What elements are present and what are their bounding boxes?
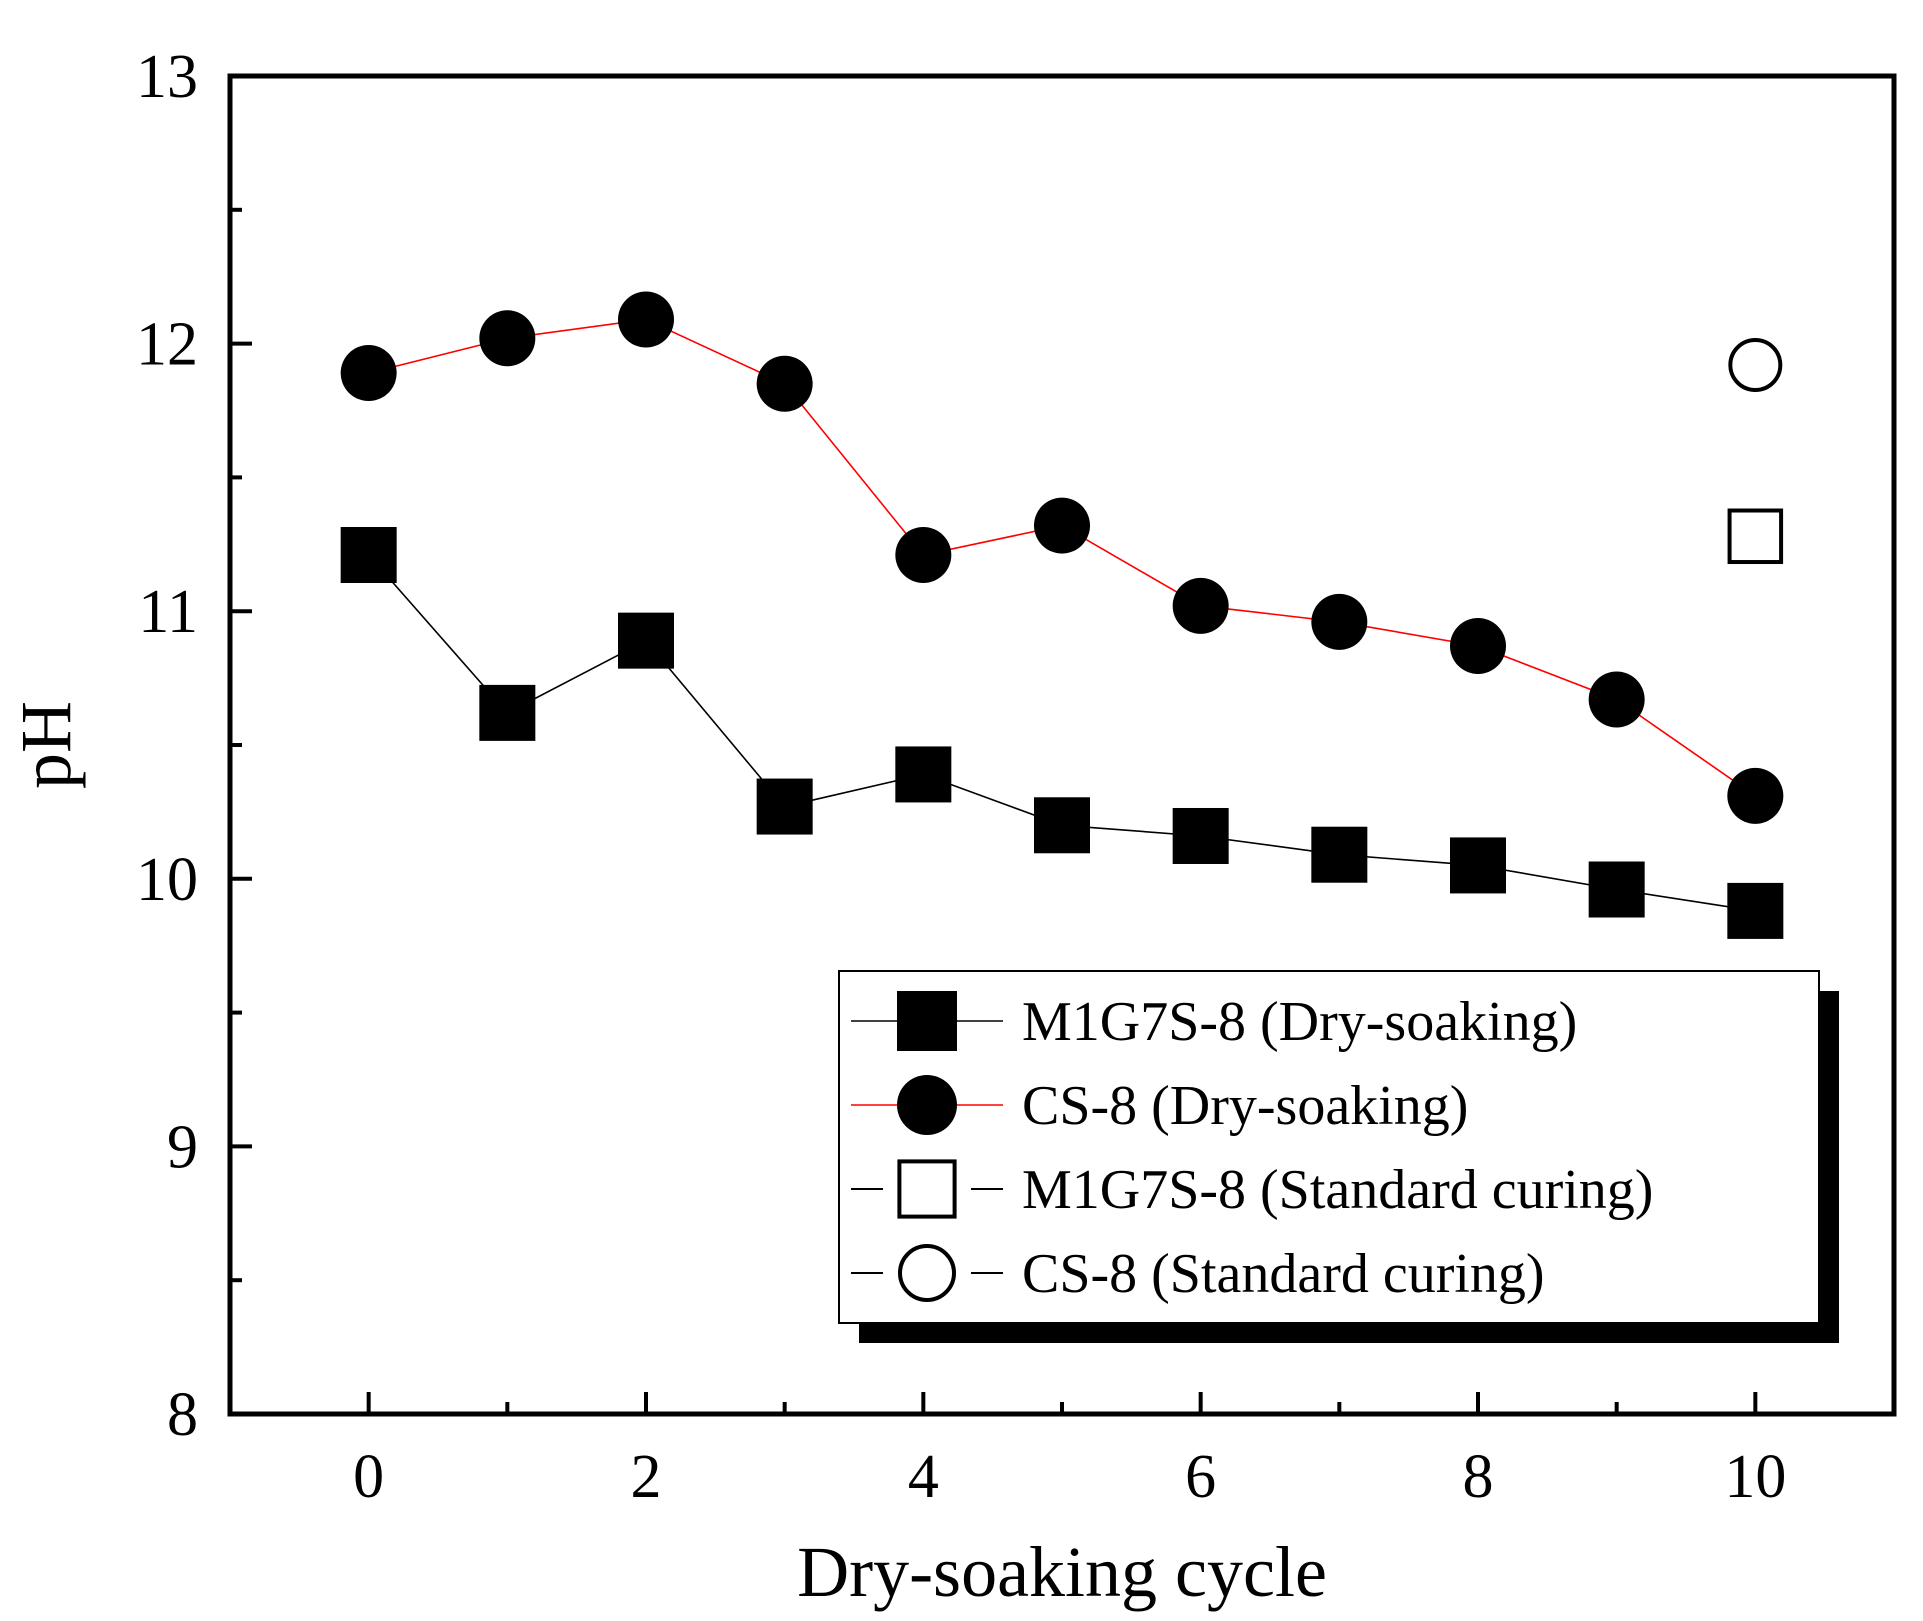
legend: M1G7S-8 (Dry-soaking) CS-8 (Dry-soaking) M… [838,970,1839,1343]
legend-marker [897,1159,957,1219]
legend-marker [898,1244,956,1302]
data-point-series-1 [1311,593,1368,650]
data-point-series-0 [618,612,674,669]
y-tick-label: 12 [136,311,198,379]
y-tick-label: 11 [138,578,198,646]
y-tick-label: 9 [167,1113,198,1181]
x-tick-label: 2 [631,1443,662,1511]
data-point-series-1 [1588,671,1645,728]
data-point-series-1 [479,310,536,367]
legend-marker [897,991,957,1051]
legend-label: CS-8 (Standard curing) [1022,1243,1545,1305]
axes: 8 9 10 11 12 13 0 2 4 6 8 10 [136,43,1786,1511]
x-tick-label: 6 [1185,1443,1216,1511]
data-point-series-0 [1727,882,1784,939]
data-point-series-0 [1588,861,1645,918]
data-point-series-1 [618,291,674,348]
legend-label: M1G7S-8 (Standard curing) [1022,1159,1653,1221]
data-point-series-0 [895,746,952,803]
x-tick-label: 0 [353,1443,384,1511]
data-point-series-2 [1727,508,1784,565]
legend-label: CS-8 (Dry-soaking) [1022,1075,1468,1137]
data-point-series-1 [756,355,813,412]
data-point-series-0 [479,684,536,741]
x-axis-title: Dry-soaking cycle [797,1532,1327,1612]
data-point-series-0 [1172,807,1229,864]
y-tick-label: 10 [136,846,198,914]
x-tick-label: 8 [1463,1443,1494,1511]
data-point-series-0 [1034,797,1090,854]
data-point-series-1 [1727,767,1784,824]
legend-box [838,970,1820,1324]
data-point-series-0 [340,527,397,584]
plot-frame [227,73,1897,1417]
data-point-series-1 [340,345,397,402]
data-point-series-1 [1450,617,1506,674]
data-point-series-3 [1728,338,1783,393]
data-point-series-0 [756,778,813,835]
data-point-series-1 [1172,577,1229,634]
series-markers [340,291,1784,939]
data-point-series-1 [1034,497,1090,554]
x-tick-label: 4 [908,1443,939,1511]
y-tick-label: 8 [167,1381,198,1449]
y-axis-title: pH [6,701,86,789]
data-point-series-0 [1311,826,1368,883]
x-tick-label: 10 [1724,1443,1786,1511]
legend-marker [897,1075,957,1135]
data-point-series-0 [1450,837,1506,894]
data-point-series-1 [895,527,952,584]
legend-label: M1G7S-8 (Dry-soaking) [1022,991,1577,1053]
y-tick-label: 13 [136,43,198,111]
